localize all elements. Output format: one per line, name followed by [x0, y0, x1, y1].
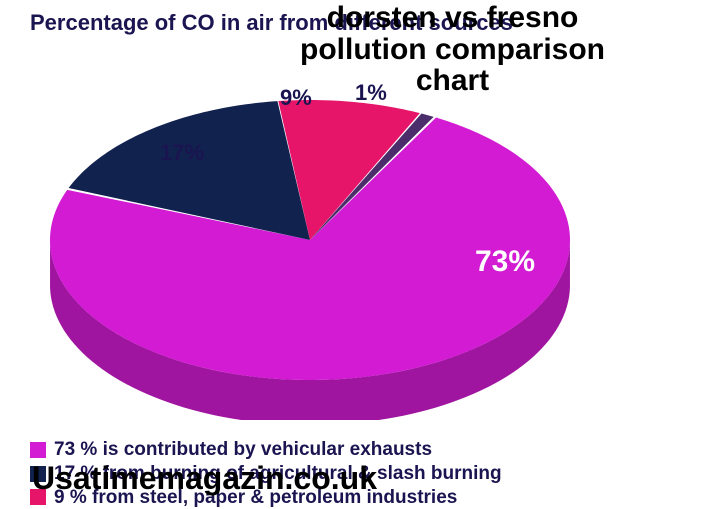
overlay-title-line3: chart [300, 65, 605, 97]
slice-label: 73% [475, 245, 535, 279]
legend-item: 73 % is contributed by vehicular exhaust… [30, 438, 502, 462]
overlay-title-line1: dorsten vs fresno [300, 2, 605, 34]
watermark-text: Usatimemagazin.co.uk [32, 460, 377, 497]
legend-swatch [30, 442, 46, 458]
legend-text: 73 % is contributed by vehicular exhaust… [54, 438, 432, 462]
slice-label: 17% [160, 140, 204, 166]
overlay-title-line2: pollution comparison [300, 34, 605, 66]
overlay-title: dorsten vs fresno pollution comparison c… [300, 2, 605, 97]
